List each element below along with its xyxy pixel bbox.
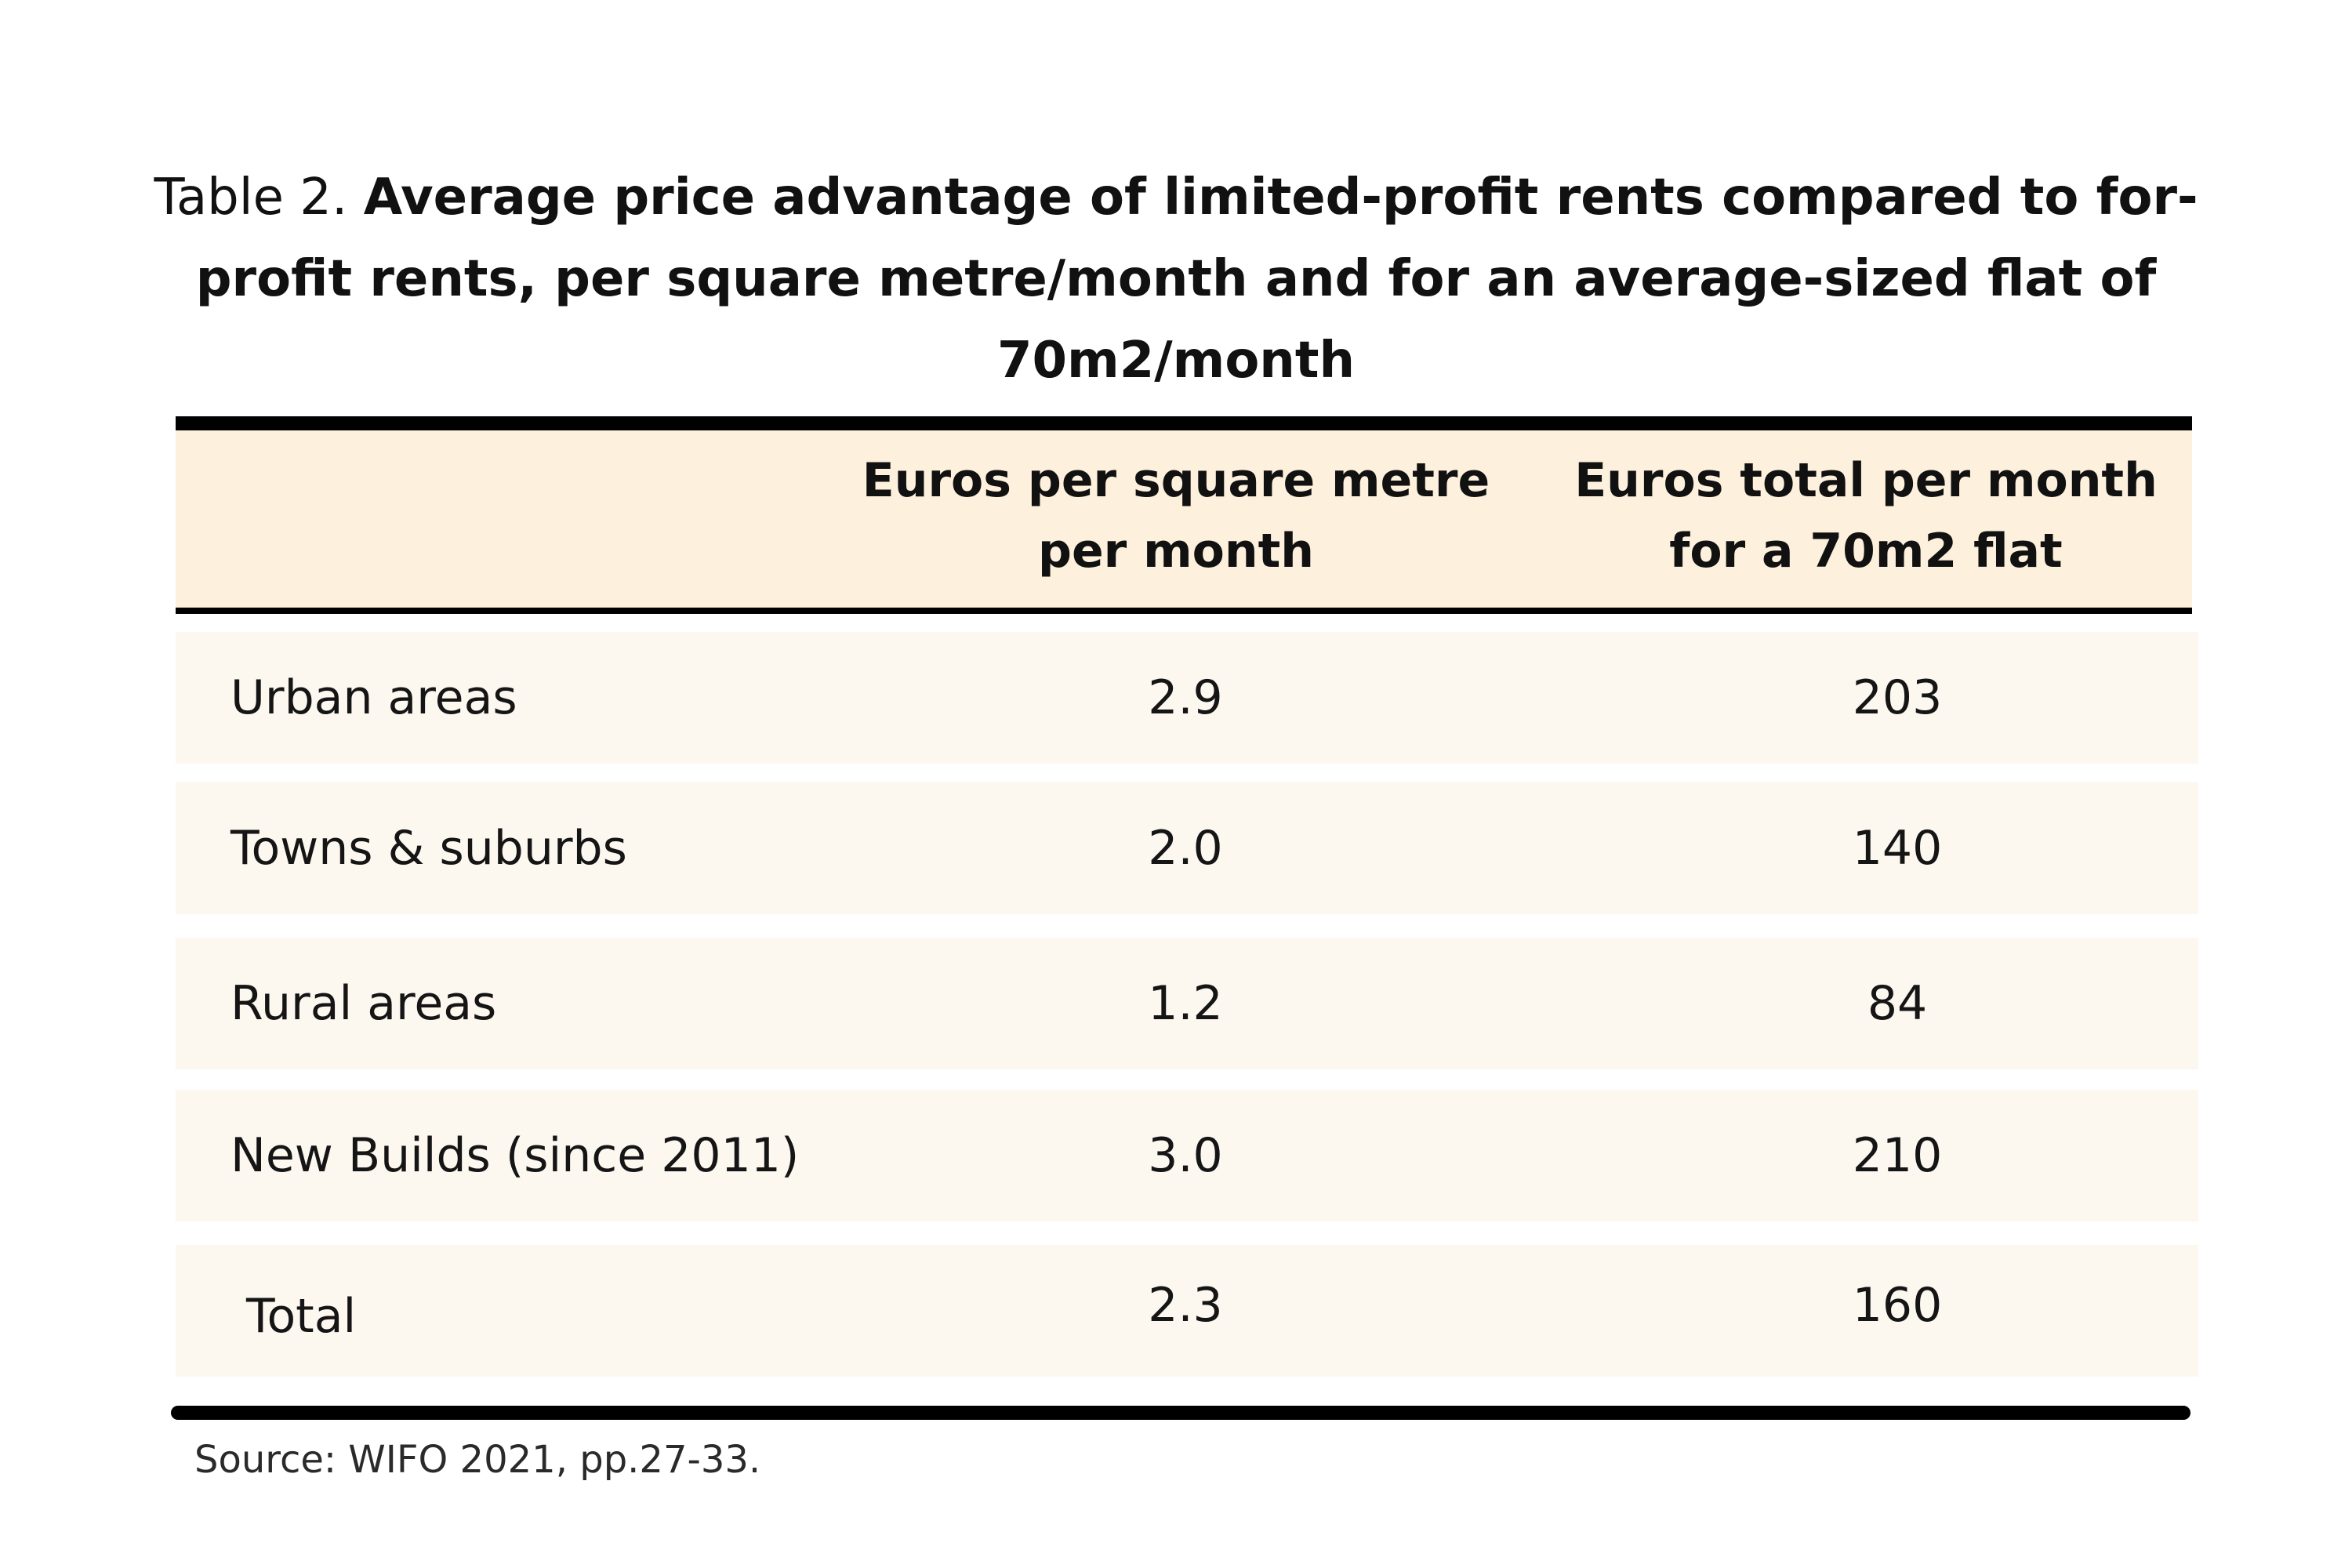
table-row-urban: Urban areas 2.9 203 [176, 632, 2198, 764]
cell-per-sqm: 2.3 [1148, 1278, 1223, 1334]
table-row-towns: Towns & suburbs 2.0 140 [176, 782, 2198, 914]
bottom-rule [171, 1406, 2190, 1420]
cell-total: 84 [1867, 976, 1928, 1031]
top-rule [176, 416, 2192, 430]
column-header-per-sqm: Euros per square metre per month [862, 453, 1490, 579]
cell-total: 210 [1852, 1128, 1943, 1183]
cell-total: 160 [1852, 1278, 1943, 1334]
column-header-total: Euros total per month for a 70m2 flat [1574, 453, 2158, 579]
cell-total: 140 [1852, 821, 1943, 876]
cell-per-sqm: 2.0 [1148, 821, 1223, 876]
table-title: Table 2. Average price advantage of limi… [149, 157, 2203, 401]
table-row-rural: Rural areas 1.2 84 [176, 938, 2198, 1069]
row-label: Total [246, 1288, 357, 1344]
cell-per-sqm: 2.9 [1148, 670, 1223, 725]
row-label: Urban areas [230, 670, 517, 725]
header-rule [176, 608, 2192, 614]
table-number: Table 2. [154, 169, 348, 227]
header-row [176, 430, 2192, 608]
cell-per-sqm: 1.2 [1148, 976, 1223, 1031]
cell-per-sqm: 3.0 [1148, 1128, 1223, 1183]
table-caption: Average price advantage of limited-profi… [195, 169, 2198, 390]
row-label: New Builds (since 2011) [230, 1128, 800, 1183]
table-row-total: Total 2.3 160 [176, 1245, 2198, 1377]
table-row-new-builds: New Builds (since 2011) 3.0 210 [176, 1090, 2198, 1221]
row-label: Towns & suburbs [230, 821, 627, 876]
cell-total: 203 [1852, 670, 1943, 725]
row-label: Rural areas [230, 976, 497, 1031]
source-note: Source: WIFO 2021, pp.27-33. [194, 1438, 761, 1482]
